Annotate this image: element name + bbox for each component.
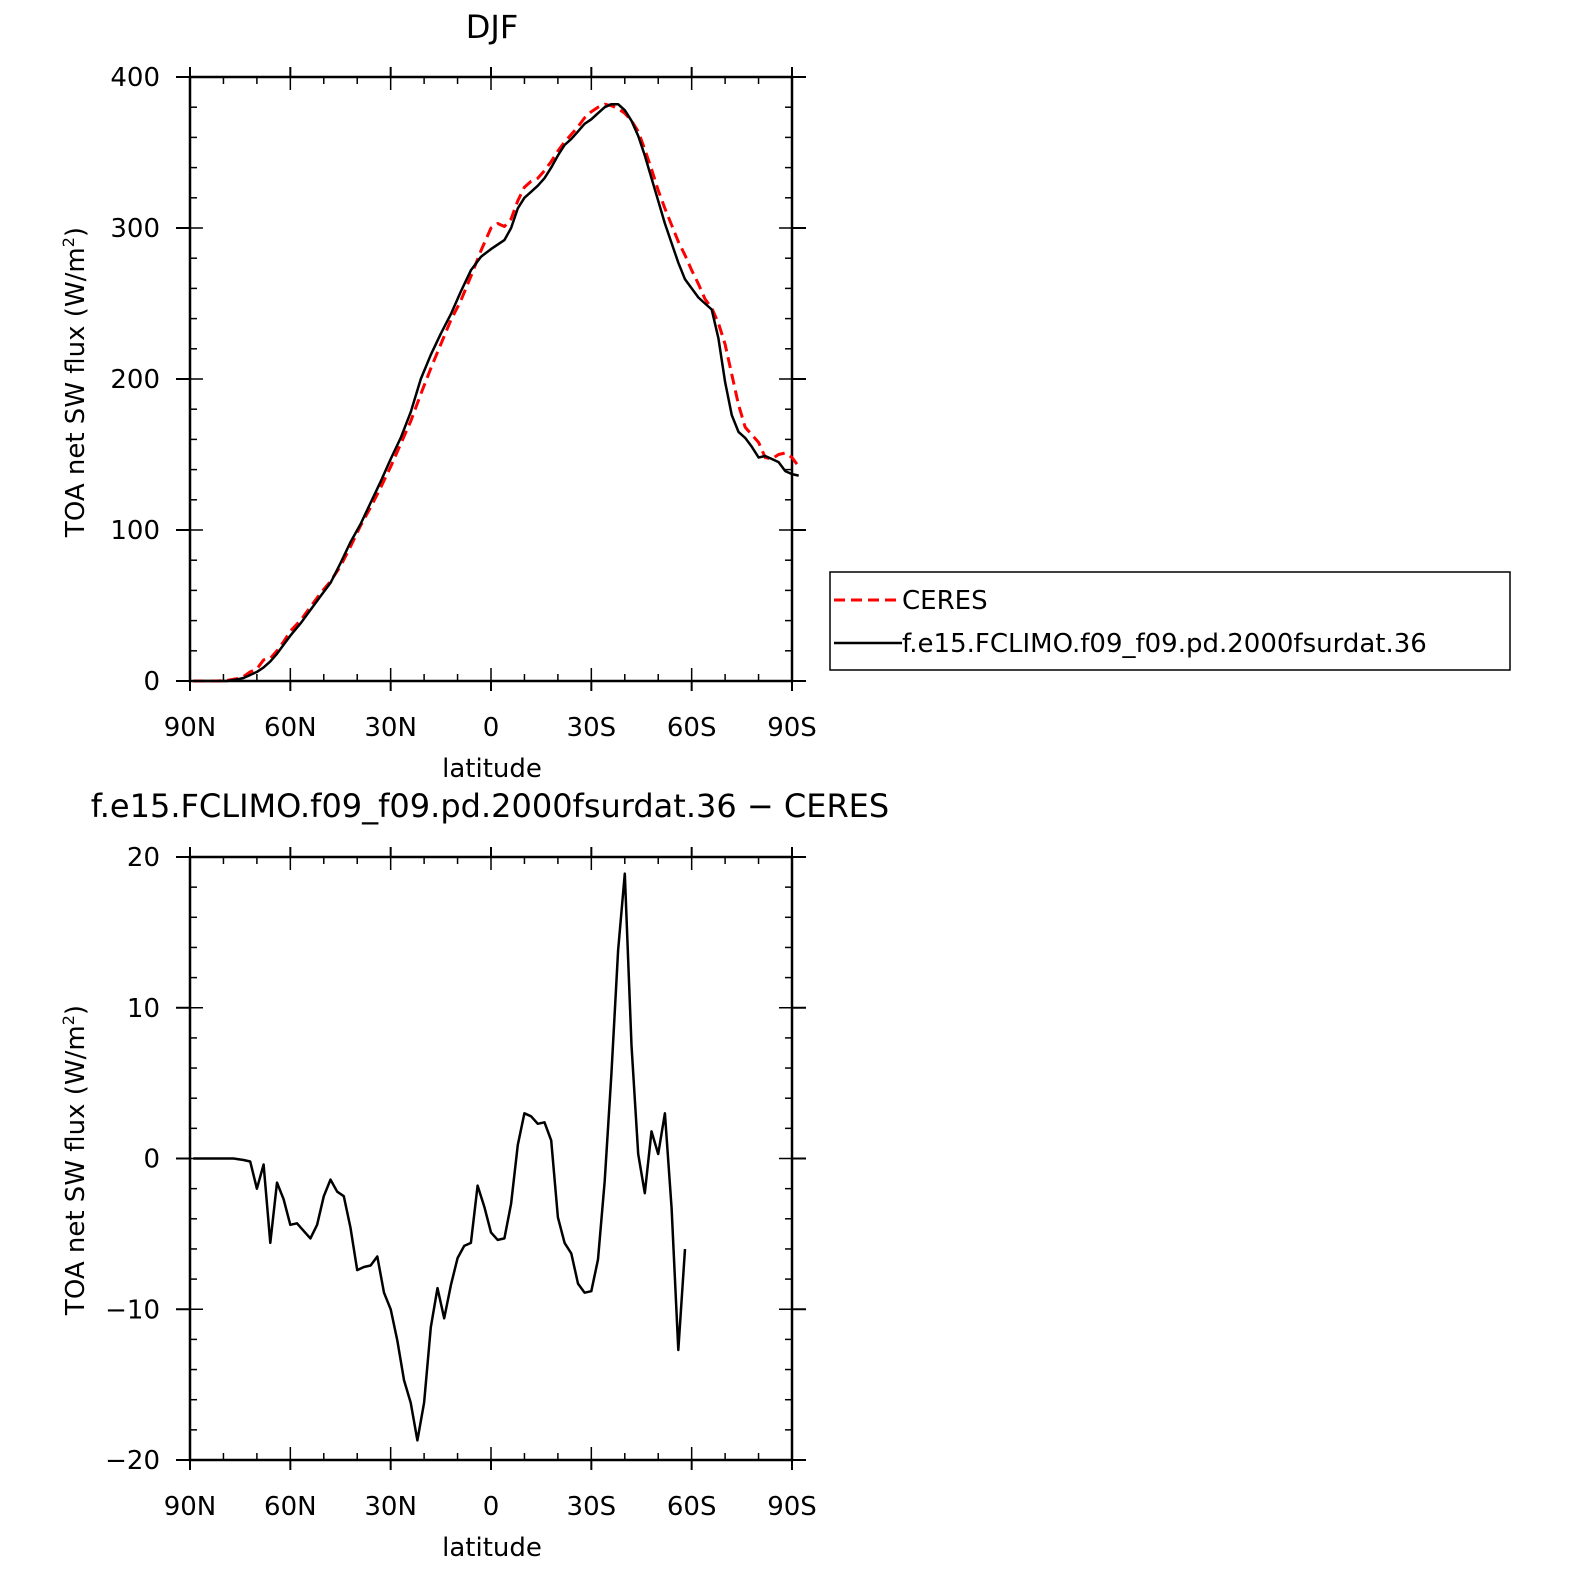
y-axis-label-close: ) xyxy=(61,227,91,237)
chart-title: f.e15.FCLIMO.f09_f09.pd.2000fsurdat.36 −… xyxy=(91,787,889,825)
y-tick-label: 20 xyxy=(127,843,160,873)
y-axis-label-close: ) xyxy=(61,1005,91,1015)
y-tick-label: −10 xyxy=(105,1295,160,1325)
series-line-1 xyxy=(193,872,687,1442)
x-tick-label: 30N xyxy=(364,1492,417,1522)
x-tick-label: 90S xyxy=(767,1492,817,1522)
axis-ticks xyxy=(176,847,806,1470)
legend-box xyxy=(829,571,1511,671)
y-tick-label: 100 xyxy=(110,516,160,546)
y-tick-label: 0 xyxy=(143,667,160,697)
series-line-1 xyxy=(193,102,800,683)
y-tick-label: 10 xyxy=(127,994,160,1024)
axis-ticks xyxy=(176,67,806,691)
x-axis-label: latitude xyxy=(442,1533,542,1563)
x-tick-label: 60S xyxy=(667,713,717,743)
plot-area xyxy=(188,75,794,683)
legend: CERES f.e15.FCLIMO.f09_f09.pd.2000fsurda… xyxy=(829,571,1511,671)
y-axis-label-sup: 2 xyxy=(59,1015,78,1025)
x-tick-label: 60N xyxy=(264,713,317,743)
y-axis-label-main: TOA net SW flux (W/m xyxy=(61,1025,91,1316)
plot-frame xyxy=(188,75,794,683)
y-tick-label: 0 xyxy=(143,1145,160,1175)
series-line-2 xyxy=(193,102,799,683)
chart-djf: DJF 90N 60N 30N 0 30S 60S 90S 0 100 200 300 400 la… xyxy=(59,8,817,784)
x-axis-label: latitude xyxy=(442,754,542,784)
legend-label-ceres: CERES xyxy=(902,586,988,616)
chart-difference: f.e15.FCLIMO.f09_f09.pd.2000fsurdat.36 −… xyxy=(59,787,889,1563)
x-tick-label: 90N xyxy=(164,1492,217,1522)
series-lines xyxy=(193,102,800,683)
x-tick-label: 60S xyxy=(667,1492,717,1522)
y-tick-label: −20 xyxy=(105,1446,160,1476)
y-axis-label-main: TOA net SW flux (W/m xyxy=(61,247,91,538)
legend-label-model: f.e15.FCLIMO.f09_f09.pd.2000fsurdat.36 xyxy=(902,629,1427,659)
y-tick-label: 400 xyxy=(110,63,160,93)
x-tick-label: 0 xyxy=(483,713,500,743)
x-tick-label: 90S xyxy=(767,713,817,743)
x-tick-label: 60N xyxy=(264,1492,317,1522)
plot-frame xyxy=(188,855,794,1462)
x-tick-label: 30N xyxy=(364,713,417,743)
chart-title: DJF xyxy=(466,8,518,46)
x-tick-label: 90N xyxy=(164,713,217,743)
y-axis-label: TOA net SW flux (W/m2) xyxy=(59,1005,91,1316)
x-tick-label: 30S xyxy=(567,713,617,743)
x-tick-label: 0 xyxy=(483,1492,500,1522)
series-lines xyxy=(193,872,687,1442)
plot-area xyxy=(188,855,794,1462)
y-tick-labels: −20 −10 0 10 20 xyxy=(105,843,160,1476)
y-tick-label: 300 xyxy=(110,214,160,244)
y-axis-label: TOA net SW flux (W/m2) xyxy=(59,227,91,538)
x-tick-labels: 90N 60N 30N 0 30S 60S 90S xyxy=(164,1492,817,1522)
y-axis-label-sup: 2 xyxy=(59,237,78,247)
y-tick-label: 200 xyxy=(110,365,160,395)
y-tick-labels: 0 100 200 300 400 xyxy=(110,63,160,697)
x-tick-label: 30S xyxy=(567,1492,617,1522)
x-tick-labels: 90N 60N 30N 0 30S 60S 90S xyxy=(164,713,817,743)
